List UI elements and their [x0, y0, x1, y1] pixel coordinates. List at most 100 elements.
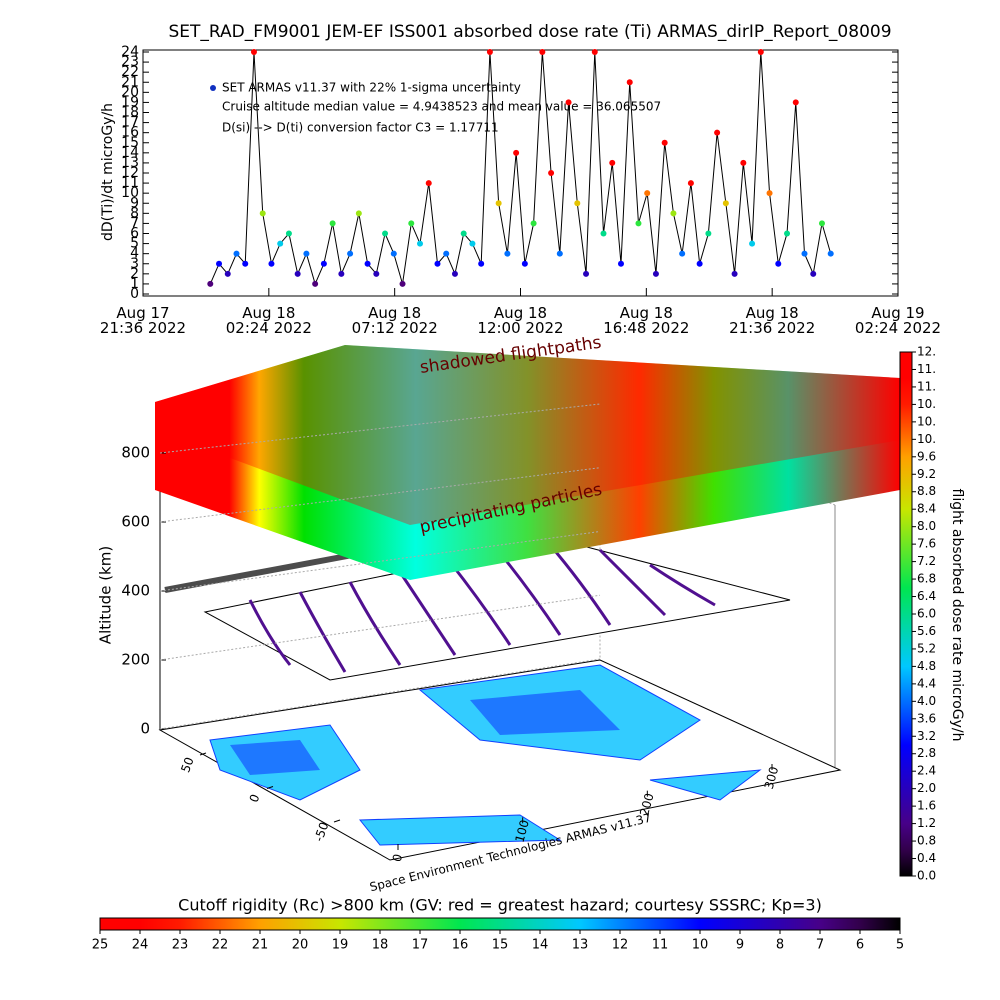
grid-line [159, 467, 601, 523]
data-point [810, 270, 817, 277]
z-tick-label: 400 [121, 582, 150, 600]
data-point [714, 129, 721, 136]
series-line [209, 51, 832, 286]
landmass [209, 664, 762, 846]
data-point [486, 49, 493, 55]
data-point [425, 180, 432, 187]
data-point [329, 220, 336, 227]
x-tick-label: Aug 18 12:00 2022 [477, 304, 564, 337]
data-point [583, 270, 590, 277]
colorbar-tick-label: 4.8 [917, 659, 936, 673]
y-tick-label: 12 [121, 165, 139, 181]
data-point [417, 240, 424, 247]
colorbar-tick-label: 24 [132, 938, 149, 953]
y-tick-label: 11 [121, 175, 139, 191]
colorbar-tick-label: 9.2 [917, 467, 936, 481]
colorbar-tick-label: 12 [612, 938, 629, 953]
data-point [347, 250, 354, 257]
data-point [635, 220, 642, 227]
data-point [364, 260, 371, 267]
data-point [408, 220, 415, 227]
y-tick-label: 17 [121, 115, 139, 131]
colorbar-tick-label: 22 [212, 938, 229, 953]
colorbar-label: Cutoff rigidity (Rc) >800 km (GV: red = … [178, 896, 822, 915]
y-tick-label: 10 [121, 185, 139, 201]
colorbar-tick-label: 15 [492, 938, 509, 953]
colorbar-tick-label: 23 [172, 938, 189, 953]
data-point [259, 210, 266, 217]
y-tick-label: 21 [121, 74, 139, 90]
data-point [373, 270, 380, 277]
data-point [644, 190, 651, 197]
y-tick-label: 15 [121, 135, 139, 151]
data-point [775, 260, 782, 267]
data-point [469, 240, 476, 247]
data-point [818, 220, 825, 227]
colorbar-tick-label: 6.0 [917, 607, 936, 621]
data-point [443, 250, 450, 257]
colorbar [99, 917, 901, 931]
colorbar-tick-label: 11 [652, 938, 669, 953]
lon-tick-label: 300 [762, 765, 781, 791]
colorbar-tick-label: 10. [917, 397, 936, 411]
data-point [285, 230, 292, 237]
colorbar-tick-label: 4.0 [917, 694, 936, 708]
y-tick-label: 5 [130, 236, 139, 252]
data-point [827, 250, 834, 257]
colorbar-tick-label: 4.4 [917, 676, 936, 690]
y-tick-label: 16 [121, 125, 139, 141]
colorbar-tick-label: 7.2 [917, 554, 936, 568]
colorbar-tick-label: 9.6 [917, 449, 936, 463]
x-tick-label: Aug 18 07:12 2022 [351, 304, 438, 337]
colorbar-tick-label: 11. [917, 362, 936, 376]
x-tick-label: Aug 18 16:48 2022 [603, 304, 690, 337]
data-point [513, 149, 520, 156]
colorbar-tick-label: 9 [736, 938, 744, 953]
legend-text: D(si) --> D(ti) conversion factor C3 = 1… [222, 121, 499, 135]
lat-tick-label: 50 [178, 755, 196, 774]
x-tick-label: Aug 18 21:36 2022 [729, 304, 816, 337]
landmass [230, 690, 620, 775]
colorbar-tick-label: 17 [412, 938, 429, 953]
colorbar-tick-label: 2.4 [917, 764, 936, 778]
colorbar-tick-label: 5.2 [917, 641, 936, 655]
colorbar-tick-label: 3.6 [917, 711, 936, 725]
lon-tick-label: 0 [390, 852, 406, 863]
y-tick-label: 8 [130, 205, 139, 221]
colorbar-tick-label: 0.0 [917, 869, 936, 883]
colorbar-label: flight absorbed dose rate microGy/h [949, 489, 965, 742]
colorbar-tick-label: 2.8 [917, 746, 936, 760]
y-tick-label: 9 [130, 195, 139, 211]
colorbar-tick-label: 6.8 [917, 572, 936, 586]
colorbar-tick-label: 10 [692, 938, 709, 953]
colorbar-tick-label: 8.4 [917, 502, 936, 516]
data-point [390, 250, 397, 257]
data-point [626, 79, 633, 86]
y-tick-label: 22 [121, 64, 139, 80]
y-tick-label: 4 [130, 246, 139, 262]
data-point [722, 200, 729, 207]
lat-tick [199, 752, 207, 756]
data-point [320, 260, 327, 267]
y-tick-label: 1 [130, 276, 139, 292]
data-point [434, 260, 441, 267]
x-tick-label: Aug 19 02:24 2022 [854, 304, 942, 337]
lat-tick-label: -50 [312, 820, 332, 843]
y-tick-label: 0 [130, 286, 139, 302]
colorbar-tick-label: 10. [917, 414, 936, 428]
z-tick-label: 200 [121, 651, 150, 669]
y-tick-label: 7 [130, 215, 139, 231]
data-point [679, 250, 686, 257]
data-point [478, 260, 485, 267]
lat-tick [266, 786, 274, 789]
data-point [670, 210, 677, 217]
colorbar-tick-label: 13 [572, 938, 589, 953]
colorbar-tick-label: 19 [332, 938, 349, 953]
y-tick-label: 14 [121, 145, 139, 161]
colorbar-tick-label: 0.8 [917, 834, 936, 848]
lon-tick-label: 100 [512, 818, 531, 844]
colorbar-tick-label: 1.2 [917, 816, 936, 830]
legend-text: Cruise altitude median value = 4.9438523… [222, 100, 661, 114]
colorbar-tick-label: 7.6 [917, 537, 936, 551]
